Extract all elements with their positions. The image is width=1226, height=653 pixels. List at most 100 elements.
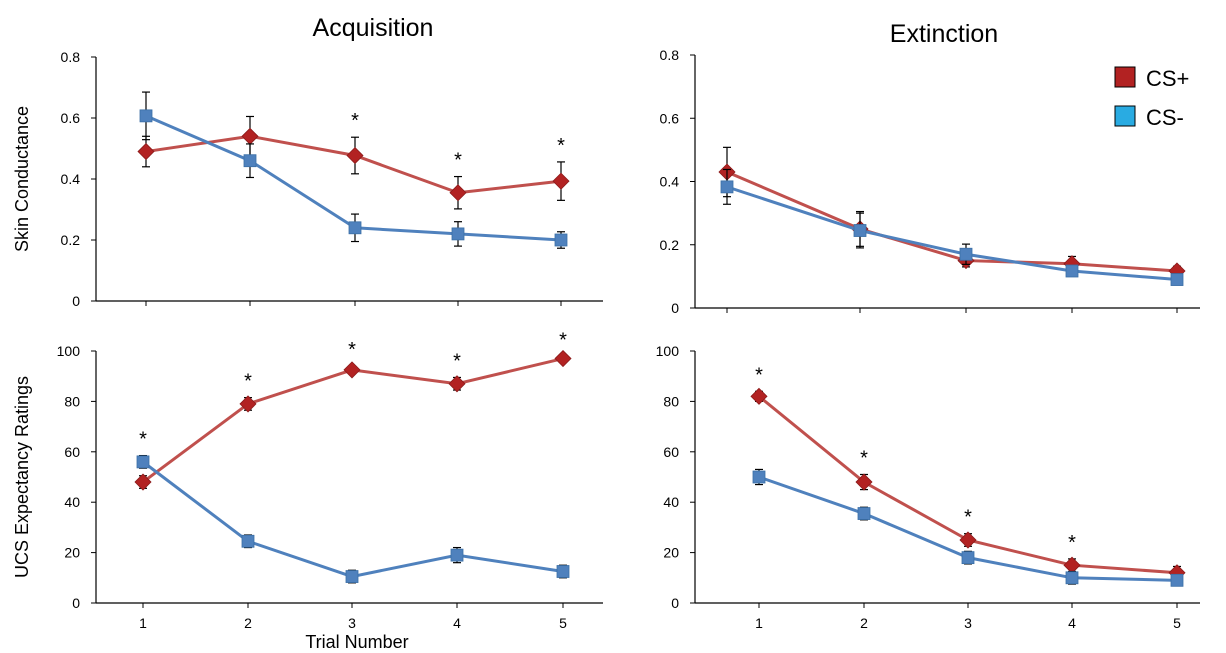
data-point-cs-plus xyxy=(137,142,155,161)
y-tick-label: 60 xyxy=(663,444,679,460)
legend-swatch-cs-plus xyxy=(1114,66,1136,88)
y-tick-label: 80 xyxy=(64,393,80,409)
chart-panel-3: 0 20 40 60 80 100 1 2 3 4 5 UCS Expectancy Ratings *… xyxy=(12,330,603,631)
x-tick-label: 5 xyxy=(1173,615,1181,631)
data-point-cs-minus xyxy=(451,227,465,241)
data-point-cs-plus xyxy=(448,375,466,393)
legend-label-cs-minus: CS- xyxy=(1146,105,1184,130)
series-cs-plus xyxy=(134,349,572,491)
data-point-cs-minus xyxy=(720,180,734,194)
data-point-cs-minus xyxy=(345,570,359,583)
series-line xyxy=(726,170,1178,273)
x-axis-title: Trial Number xyxy=(305,632,408,652)
data-point-cs-plus xyxy=(241,127,259,145)
significance-marker: * xyxy=(453,350,461,372)
series-line xyxy=(145,114,562,242)
data-point-cs-minus xyxy=(136,455,150,469)
significance-marker: * xyxy=(244,371,252,393)
data-point-cs-plus xyxy=(134,473,152,491)
data-point-cs-minus xyxy=(139,109,153,123)
data-point-cs-plus xyxy=(1063,556,1081,574)
x-tick-label: 4 xyxy=(1068,615,1076,631)
y-tick-label: 40 xyxy=(663,494,679,510)
significance-marker: * xyxy=(559,330,567,352)
x-tick-label: 1 xyxy=(755,615,763,631)
series-cs-minus xyxy=(752,468,1184,587)
y-tick-label: 0.2 xyxy=(61,232,81,248)
y-tick-label: 20 xyxy=(64,545,80,561)
y-tick-label: 40 xyxy=(64,494,80,510)
significance-marker: * xyxy=(964,507,972,529)
chart-panel-2: 0 0.2 0.4 0.6 0.8 xyxy=(660,47,1200,316)
y-tick-label: 0.8 xyxy=(660,47,680,63)
data-point-cs-minus xyxy=(857,507,871,520)
x-tick-label: 3 xyxy=(348,615,356,631)
y-tick-label: 0.4 xyxy=(61,171,81,187)
x-tick-label: 2 xyxy=(860,615,868,631)
legend-swatch-cs-minus xyxy=(1114,105,1136,127)
y-tick-label: 0.6 xyxy=(61,110,81,126)
data-point-cs-plus xyxy=(959,531,977,549)
series-line xyxy=(145,134,562,195)
data-point-cs-plus xyxy=(239,395,257,413)
data-point-cs-minus xyxy=(959,247,973,261)
data-point-cs-plus xyxy=(346,146,364,165)
y-tick-label: 0 xyxy=(671,595,679,611)
data-point-cs-minus xyxy=(853,224,867,237)
data-point-cs-minus xyxy=(554,233,568,247)
acquisition-title: Acquisition xyxy=(313,14,434,42)
y-tick-label: 0.4 xyxy=(660,174,680,190)
data-point-cs-plus xyxy=(343,361,361,379)
legend-label-cs-plus: CS+ xyxy=(1146,66,1189,91)
data-point-cs-minus xyxy=(243,154,257,168)
significance-marker: * xyxy=(1068,532,1076,554)
y-tick-label: 0.8 xyxy=(61,49,81,65)
legend: CS+ CS- xyxy=(1114,66,1189,130)
data-point-cs-minus xyxy=(241,534,255,548)
chart-panel-4: 0 20 40 60 80 100 1 2 3 4 5 * * * * xyxy=(656,343,1200,631)
significance-marker: * xyxy=(860,447,868,469)
significance-marker: * xyxy=(139,429,147,451)
y-tick-label: 0 xyxy=(72,293,80,309)
y-tick-label: 0.6 xyxy=(660,110,680,126)
significance-marker: * xyxy=(454,150,462,172)
y-tick-label: 100 xyxy=(656,343,680,359)
data-point-cs-minus xyxy=(1170,573,1184,587)
series-cs-minus xyxy=(720,168,1184,286)
data-point-cs-plus xyxy=(554,349,572,368)
y-tick-label: 0.2 xyxy=(660,237,680,253)
significance-marker: * xyxy=(755,364,763,386)
data-point-cs-minus xyxy=(450,548,464,562)
data-point-cs-minus xyxy=(1170,273,1184,286)
series-cs-plus xyxy=(718,146,1186,280)
data-point-cs-plus xyxy=(449,184,467,202)
data-point-cs-minus xyxy=(752,470,766,484)
data-point-cs-minus xyxy=(1065,264,1079,278)
series-cs-minus xyxy=(136,454,570,584)
data-point-cs-minus xyxy=(961,551,975,565)
y-tick-label: 0 xyxy=(72,595,80,611)
data-point-cs-plus xyxy=(552,172,570,190)
significance-marker: * xyxy=(351,110,359,132)
significance-marker: * xyxy=(557,135,565,157)
y-tick-label: 0 xyxy=(671,300,679,316)
data-point-cs-minus xyxy=(556,565,570,578)
series-line xyxy=(142,460,564,579)
y-tick-label: 20 xyxy=(663,545,679,561)
series-cs-plus xyxy=(137,115,570,210)
x-tick-label: 1 xyxy=(139,615,147,631)
y-axis-title: Skin Conductance xyxy=(12,106,32,252)
x-tick-label: 4 xyxy=(453,615,461,631)
data-point-cs-minus xyxy=(348,221,362,235)
series-cs-minus xyxy=(139,91,568,249)
x-tick-label: 3 xyxy=(964,615,972,631)
x-tick-label: 5 xyxy=(559,615,567,631)
y-tick-label: 100 xyxy=(57,343,81,359)
chart-panel-1: 0 0.2 0.4 0.6 0.8 Skin Conductance * * * xyxy=(12,49,603,309)
y-tick-label: 80 xyxy=(663,393,679,409)
y-tick-label: 60 xyxy=(64,444,80,460)
extinction-title: Extinction xyxy=(890,20,998,48)
data-point-cs-plus xyxy=(855,473,873,491)
